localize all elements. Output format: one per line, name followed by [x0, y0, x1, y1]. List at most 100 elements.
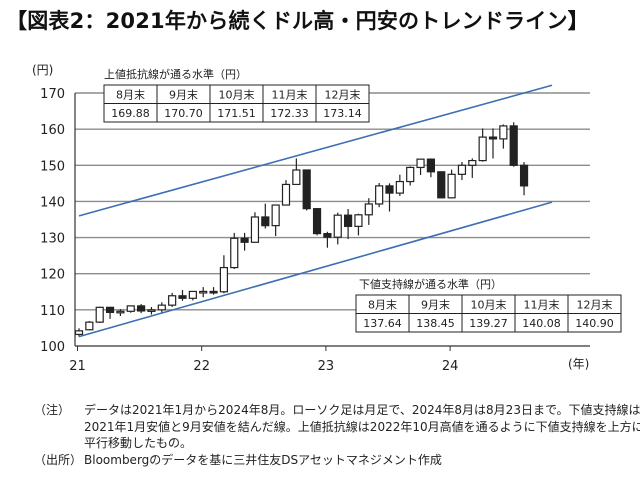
- table-value-cell: 139.27: [469, 317, 508, 330]
- x-tick-label: 22: [193, 359, 210, 374]
- candle-body-down: [426, 158, 435, 173]
- candle-body-down: [178, 295, 187, 299]
- table-header-cell: 10月末: [471, 298, 507, 312]
- trend-lines: [78, 84, 553, 338]
- upper-level-table: 上値抵抗線が通る水準（円） 8月末 9月末 10月末 11月末 12月末 169.88 17…: [103, 67, 370, 123]
- candle: [406, 166, 415, 186]
- candle-body-up: [292, 169, 301, 186]
- candle: [509, 122, 518, 167]
- candle-body-up: [116, 310, 125, 314]
- table-header-cell: 12月末: [325, 88, 361, 102]
- candle: [126, 305, 135, 313]
- candle: [395, 174, 404, 197]
- y-tick-label: 170: [40, 87, 65, 102]
- candle: [385, 183, 394, 212]
- candle-body-up: [230, 237, 239, 269]
- candle-body-down: [302, 169, 311, 210]
- candle-body-up: [333, 214, 342, 238]
- candle: [457, 162, 467, 181]
- candle-body-down: [488, 136, 498, 140]
- candle: [209, 287, 218, 295]
- candle: [147, 306, 156, 315]
- candle-body-up: [168, 295, 177, 306]
- table-value-cell: 172.33: [270, 107, 309, 120]
- candle: [178, 289, 187, 301]
- table-value-cell: 169.88: [111, 107, 150, 120]
- trend-line: [78, 201, 553, 338]
- y-axis-unit: (円): [32, 63, 53, 77]
- candle: [437, 171, 446, 199]
- note-row: （注） データは2021年1月から2024年8月。ローソク足は月足で、2024年…: [34, 402, 640, 452]
- candle: [312, 207, 322, 236]
- candle-body-up: [281, 183, 291, 206]
- candle-body-up: [219, 266, 228, 293]
- candle: [354, 213, 363, 236]
- x-tick-label: 24: [442, 359, 459, 374]
- candle: [271, 204, 280, 237]
- candle: [168, 292, 177, 307]
- candle-body-up: [395, 180, 404, 194]
- candle: [188, 290, 197, 301]
- x-axis-tick-labels: 21 22 23 24: [69, 346, 458, 374]
- candle: [137, 304, 146, 314]
- candle: [240, 232, 249, 251]
- source-text: Bloombergのデータを基に三井住友DSアセットマネジメント作成: [84, 452, 442, 467]
- source-label: （出所）: [34, 452, 83, 467]
- candle-body-up: [468, 159, 477, 166]
- candle: [95, 306, 104, 323]
- candle: [375, 182, 384, 208]
- candle: [499, 124, 508, 149]
- candle: [364, 198, 373, 225]
- candle-body-down: [261, 216, 270, 227]
- table-header-cell: 9月末: [421, 298, 450, 312]
- table-header-cell: 11月末: [272, 88, 308, 102]
- y-tick-label: 120: [40, 268, 65, 283]
- candle: [199, 287, 208, 298]
- candle-body-down: [137, 305, 146, 312]
- candle-body-up: [416, 158, 425, 169]
- candle: [426, 158, 435, 178]
- candle: [488, 128, 498, 159]
- candle-body-up: [157, 304, 166, 311]
- table-value-cell: 138.45: [416, 317, 455, 330]
- candle: [116, 309, 125, 317]
- candle-body-down: [519, 164, 529, 187]
- note-text: データは2021年1月から2024年8月。ローソク足は月足で、2024年8月は8…: [84, 403, 640, 450]
- y-tick-label: 130: [40, 232, 65, 247]
- candle: [250, 212, 260, 243]
- x-tick-label: 21: [69, 359, 86, 374]
- lower-table-caption: 下値支持線が通る水準（円）: [359, 277, 502, 291]
- candle-body-down: [344, 214, 353, 227]
- candle-body-up: [147, 309, 156, 312]
- table-header-cell: 10月末: [219, 88, 255, 102]
- y-tick-label: 110: [40, 304, 65, 319]
- candle-body-up: [457, 164, 467, 175]
- table-value-cell: 140.90: [575, 317, 614, 330]
- candle-body-up: [85, 321, 94, 331]
- candle: [416, 158, 425, 176]
- candle-body-up: [199, 290, 208, 294]
- candle-body-up: [364, 203, 373, 216]
- candle: [85, 321, 94, 331]
- candle-body-down: [385, 185, 394, 194]
- candle: [519, 162, 529, 196]
- x-axis-unit: (年): [568, 357, 589, 371]
- candle-body-up: [250, 216, 260, 243]
- candle-body-down: [437, 171, 446, 199]
- candle: [302, 169, 311, 211]
- lower-level-table: 下値支持線が通る水準（円） 8月末 9月末 10月末 11月末 12月末 137.64 13…: [355, 277, 622, 333]
- candle: [281, 180, 291, 206]
- candle: [333, 212, 342, 245]
- x-tick-label: 23: [318, 359, 335, 374]
- candle: [323, 231, 332, 248]
- table-value-cell: 171.51: [217, 107, 256, 120]
- y-tick-label: 150: [40, 159, 65, 174]
- candle: [292, 158, 301, 186]
- candle-body-up: [354, 214, 363, 227]
- candle: [261, 203, 270, 229]
- candle-body-up: [499, 125, 508, 140]
- candle-body-up: [447, 173, 456, 199]
- page-title: 【図表2：2021年から続くドル高・円安のトレンドライン】: [6, 9, 589, 33]
- table-value-cell: 170.70: [164, 107, 203, 120]
- candle-body-up: [95, 306, 104, 323]
